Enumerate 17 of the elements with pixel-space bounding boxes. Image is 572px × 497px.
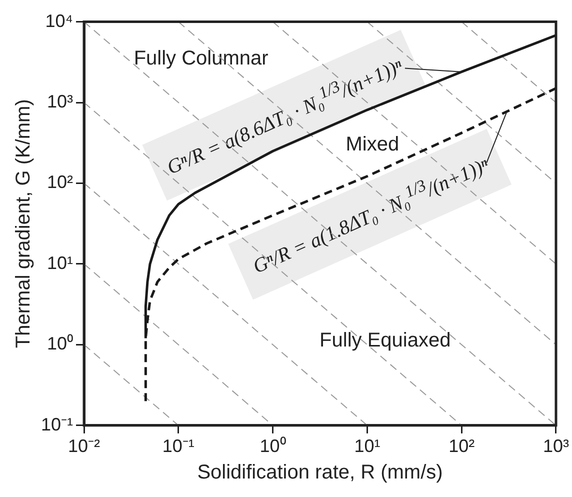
y-tick-label: 10⁻¹ <box>41 414 74 434</box>
x-tick-label: 10⁰ <box>260 436 286 456</box>
x-tick-label: 10² <box>448 436 475 456</box>
y-tick-label: 10¹ <box>47 252 74 273</box>
y-tick-label: 10³ <box>47 91 74 112</box>
annotation: Fully Equiaxed <box>320 330 451 353</box>
y-tick-label: 10² <box>47 172 74 192</box>
annotation: Mixed <box>346 134 400 157</box>
x-tick-label: 10⁻² <box>68 436 100 456</box>
y-tick-label: 10⁴ <box>45 10 74 31</box>
x-axis-title: Solidification rate, R (mm/s) <box>197 462 443 484</box>
x-tick-label: 10³ <box>542 436 570 456</box>
y-axis-title: Thermal gradient, G (K/mm) <box>12 99 35 348</box>
y-tick-label: 10⁰ <box>46 334 74 354</box>
x-tick-label: 10⁻¹ <box>162 436 194 456</box>
annotation: Fully Columnar <box>134 47 268 70</box>
x-tick-label: 10¹ <box>354 436 380 456</box>
